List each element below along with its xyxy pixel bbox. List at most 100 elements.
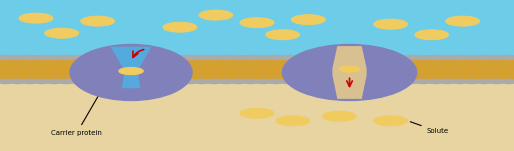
Circle shape (474, 79, 494, 84)
Circle shape (374, 116, 408, 126)
Circle shape (106, 79, 125, 84)
Circle shape (339, 66, 360, 72)
Circle shape (32, 55, 51, 60)
Polygon shape (111, 47, 152, 88)
Circle shape (303, 79, 322, 84)
Circle shape (241, 55, 261, 60)
Circle shape (315, 55, 334, 60)
Circle shape (413, 79, 432, 84)
Circle shape (240, 18, 274, 28)
Circle shape (32, 79, 51, 84)
Circle shape (290, 79, 309, 84)
Circle shape (0, 55, 15, 60)
Circle shape (499, 79, 514, 84)
Bar (0, 69, 514, 151)
Circle shape (291, 15, 325, 25)
Circle shape (192, 79, 211, 84)
Polygon shape (333, 46, 366, 99)
Circle shape (415, 30, 449, 40)
Circle shape (266, 79, 285, 84)
Circle shape (199, 10, 233, 20)
Circle shape (487, 55, 506, 60)
Circle shape (143, 55, 162, 60)
Circle shape (45, 28, 79, 38)
Text: Carrier protein: Carrier protein (51, 95, 102, 136)
Circle shape (69, 55, 88, 60)
Circle shape (106, 55, 125, 60)
Circle shape (413, 55, 432, 60)
Circle shape (8, 79, 27, 84)
Circle shape (463, 55, 482, 60)
Circle shape (217, 55, 236, 60)
Ellipse shape (69, 44, 193, 101)
Circle shape (119, 67, 143, 75)
Circle shape (278, 55, 297, 60)
Circle shape (217, 79, 236, 84)
Circle shape (118, 55, 138, 60)
Circle shape (487, 79, 506, 84)
Circle shape (352, 55, 371, 60)
Circle shape (94, 79, 113, 84)
Circle shape (290, 55, 309, 60)
Circle shape (253, 55, 273, 60)
Circle shape (340, 79, 359, 84)
Circle shape (352, 79, 371, 84)
Circle shape (322, 111, 356, 121)
Circle shape (82, 55, 101, 60)
Circle shape (240, 108, 274, 118)
Circle shape (253, 79, 273, 84)
Circle shape (57, 55, 76, 60)
Bar (0, 59, 514, 70)
Bar (0, 69, 514, 80)
Circle shape (20, 55, 40, 60)
Circle shape (229, 55, 248, 60)
Circle shape (266, 55, 285, 60)
Circle shape (303, 55, 322, 60)
Circle shape (450, 79, 469, 84)
Circle shape (463, 79, 482, 84)
Circle shape (426, 55, 445, 60)
Circle shape (57, 79, 76, 84)
Circle shape (155, 55, 174, 60)
Circle shape (20, 79, 40, 84)
Circle shape (426, 79, 445, 84)
Circle shape (266, 30, 300, 40)
Circle shape (229, 79, 248, 84)
Circle shape (155, 79, 174, 84)
Circle shape (276, 116, 310, 126)
Circle shape (450, 55, 469, 60)
Circle shape (389, 79, 408, 84)
Circle shape (364, 79, 383, 84)
Circle shape (376, 55, 396, 60)
Circle shape (0, 79, 15, 84)
Circle shape (118, 79, 138, 84)
Circle shape (168, 79, 187, 84)
Circle shape (205, 79, 224, 84)
Circle shape (143, 79, 162, 84)
Circle shape (131, 55, 150, 60)
Circle shape (19, 13, 53, 23)
Circle shape (376, 79, 396, 84)
Ellipse shape (282, 44, 417, 101)
Circle shape (45, 79, 64, 84)
Circle shape (192, 55, 211, 60)
Text: Solute: Solute (410, 122, 449, 134)
Circle shape (8, 55, 27, 60)
Circle shape (168, 55, 187, 60)
Circle shape (327, 55, 346, 60)
Circle shape (446, 16, 480, 26)
Circle shape (438, 79, 457, 84)
Circle shape (180, 55, 199, 60)
Circle shape (180, 79, 199, 84)
Circle shape (45, 55, 64, 60)
Circle shape (205, 55, 224, 60)
Circle shape (340, 55, 359, 60)
Circle shape (374, 19, 408, 29)
Circle shape (327, 79, 346, 84)
Circle shape (389, 55, 408, 60)
Circle shape (438, 55, 457, 60)
Circle shape (474, 55, 494, 60)
Circle shape (499, 55, 514, 60)
Circle shape (94, 55, 113, 60)
Circle shape (81, 16, 115, 26)
